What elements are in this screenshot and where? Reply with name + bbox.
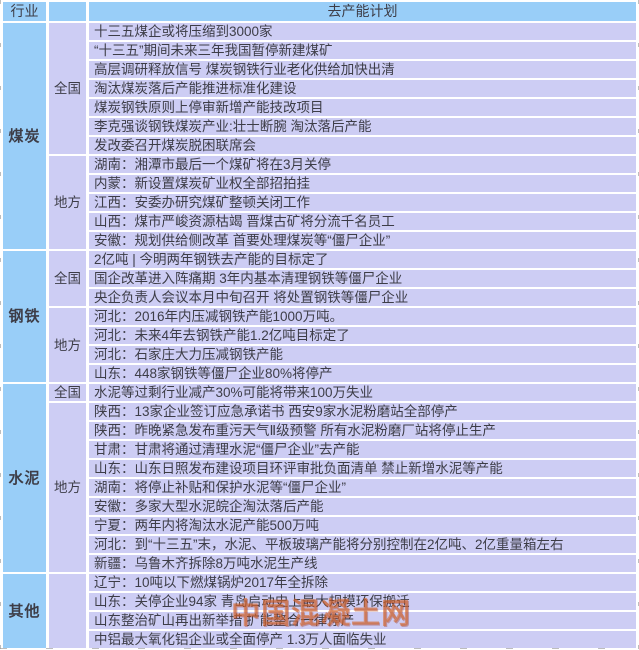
header-industry: 行业 (3, 2, 46, 21)
table-row: 湖南：将停止补贴和保护水泥等“僵尸企业” (3, 479, 636, 496)
scope-cell: 地方 (49, 308, 86, 382)
page-break-dashes-bottom (0, 648, 639, 649)
news-cell: 山东：448家钢铁等僵尸企业80%将停产 (89, 365, 636, 382)
table-row: 山西：煤市严峻资源枯竭 晋煤古矿将分流千名员工 (3, 213, 636, 230)
scope-cell: 地方 (49, 403, 86, 572)
news-cell: 安徽：多家大型水泥皖企淘汰落后产能 (89, 498, 636, 515)
news-cell: 李克强谈钢铁煤炭产业:壮士断腕 淘汰落后产能 (89, 118, 636, 135)
header-plan: 去产能计划 (89, 2, 636, 21)
header-row: 行业 去产能计划 (3, 2, 636, 21)
news-cell: 山东整治矿山再出新举措 扩能整合一律停产 (89, 612, 636, 629)
table-header: 行业 去产能计划 (3, 2, 636, 21)
news-cell: 发改委召开煤炭脱困联席会 (89, 137, 636, 154)
table-row: 国企改革进入阵痛期 3年内基本清理钢铁等僵尸企业 (3, 270, 636, 287)
table-row: 陕西：昨晚紧急发布重污天气Ⅱ级预警 所有水泥粉磨厂站将停止生产 (3, 422, 636, 439)
scope-cell: 地方 (49, 156, 86, 249)
table-row: 甘肃：甘肃将通过清理水泥“僵尸企业”去产能 (3, 441, 636, 458)
table-row: 煤炭钢铁原则上停审新增产能技改项目 (3, 99, 636, 116)
news-cell: 山东：关停企业94家 青岛启动史上最大规模环保搬迁 (89, 593, 636, 610)
industry-cell: 钢铁 (3, 251, 46, 382)
table-row: 煤炭 全国 十三五煤企或将压缩到3000家 (3, 23, 636, 249)
news-cell: 新疆：乌鲁木齐拆除8万吨水泥生产线 (89, 555, 636, 572)
table-row: 高层调研释放信号 煤炭钢铁行业老化供给加快出清 (3, 61, 636, 78)
news-cell: 央企负责人会议本月中旬召开 将处置钢铁等僵尸企业 (89, 289, 636, 306)
table-row: 河北：石家庄大力压减钢铁产能 (3, 346, 636, 363)
news-cell: 河北：2016年内压减钢铁产能1000万吨。 (89, 308, 636, 325)
news-cell: 陕西：13家企业签订应急承诺书 西安9家水泥粉磨站全部停产 (89, 403, 636, 420)
news-cell: 安徽：规划供给侧改革 首要处理煤炭等“僵尸企业” (89, 232, 636, 249)
table-row: 中铝最大氧化铝企业或全面停产 1.3万人面临失业 (3, 631, 636, 648)
news-cell: 宁夏：两年内将淘汰水泥产能500万吨 (89, 517, 636, 534)
industry-cell: 水泥 (3, 384, 46, 572)
news-cell: 国企改革进入阵痛期 3年内基本清理钢铁等僵尸企业 (89, 270, 636, 287)
news-cell: 河北：到“十三五”末，水泥、平板玻璃产能将分别控制在2亿吨、2亿重量箱左右 (89, 536, 636, 553)
scope-cell (49, 574, 86, 648)
table-row: 地方 河北：2016年内压减钢铁产能1000万吨。 (3, 308, 636, 382)
table-row: 央企负责人会议本月中旬召开 将处置钢铁等僵尸企业 (3, 289, 636, 306)
news-cell: 山西：煤市严峻资源枯竭 晋煤古矿将分流千名员工 (89, 213, 636, 230)
news-cell: 河北：未来4年去钢铁产能1.2亿吨目标定了 (89, 327, 636, 344)
table-row: 安徽：规划供给侧改革 首要处理煤炭等“僵尸企业” (3, 232, 636, 249)
news-cell: 湖南：湘潭市最后一个煤矿将在3月关停 (89, 156, 636, 173)
page-break-dashes-left (0, 0, 1, 650)
table-row: 发改委召开煤炭脱困联席会 (3, 137, 636, 154)
table-row: 山东整治矿山再出新举措 扩能整合一律停产 (3, 612, 636, 629)
industry-cell: 其他 (3, 574, 46, 648)
scope-cell: 全国 (49, 384, 86, 401)
table-row: 李克强谈钢铁煤炭产业:壮士断腕 淘汰落后产能 (3, 118, 636, 135)
news-cell: 内蒙：新设置煤炭矿业权全部招拍挂 (89, 175, 636, 192)
table-row: 山东：关停企业94家 青岛启动史上最大规模环保搬迁 (3, 593, 636, 610)
table-row: 宁夏：两年内将淘汰水泥产能500万吨 (3, 517, 636, 534)
news-cell: 山东：山东日照发布建设项目环评审批负面清单 禁止新增水泥等产能 (89, 460, 636, 477)
news-cell: 煤炭钢铁原则上停审新增产能技改项目 (89, 99, 636, 116)
table-row: 河北：到“十三五”末，水泥、平板玻璃产能将分别控制在2亿吨、2亿重量箱左右 (3, 536, 636, 553)
table-row: 河北：未来4年去钢铁产能1.2亿吨目标定了 (3, 327, 636, 344)
news-cell: “十三五”期间未来三年我国暂停新建煤矿 (89, 42, 636, 59)
news-cell: 淘汰煤炭落后产能推进标准化建设 (89, 80, 636, 97)
scope-cell: 全国 (49, 23, 86, 154)
table-row: 其他 辽宁：10吨以下燃煤锅炉2017年全拆除 (3, 574, 636, 648)
table-row: 水泥 全国 水泥等过剩行业减产30%可能将带来100万失业 (3, 384, 636, 572)
table-row: 地方 陕西：13家企业签订应急承诺书 西安9家水泥粉磨站全部停产 (3, 403, 636, 572)
scope-cell: 全国 (49, 251, 86, 306)
news-cell: 中铝最大氧化铝企业或全面停产 1.3万人面临失业 (89, 631, 636, 648)
news-cell: 河北：石家庄大力压减钢铁产能 (89, 346, 636, 363)
table-row: 江西：安委办研究煤矿整顿关闭工作 (3, 194, 636, 211)
table-body: 煤炭 全国 十三五煤企或将压缩到3000家 “十三五”期间未来三年我国暂停新建煤矿 高层… (3, 23, 636, 648)
table-row: 钢铁 全国 2亿吨 | 今明两年钢铁去产能的目标定了 (3, 251, 636, 382)
news-cell: 陕西：昨晚紧急发布重污天气Ⅱ级预警 所有水泥粉磨厂站将停止生产 (89, 422, 636, 439)
table-row: “十三五”期间未来三年我国暂停新建煤矿 (3, 42, 636, 59)
table-row: 地方 湖南：湘潭市最后一个煤矿将在3月关停 (3, 156, 636, 249)
news-cell: 2亿吨 | 今明两年钢铁去产能的目标定了 (89, 251, 636, 268)
news-cell: 辽宁：10吨以下燃煤锅炉2017年全拆除 (89, 574, 636, 591)
table-row: 淘汰煤炭落后产能推进标准化建设 (3, 80, 636, 97)
news-cell: 十三五煤企或将压缩到3000家 (89, 23, 636, 40)
news-cell: 甘肃：甘肃将通过清理水泥“僵尸企业”去产能 (89, 441, 636, 458)
table-row: 山东：448家钢铁等僵尸企业80%将停产 (3, 365, 636, 382)
table-row: 内蒙：新设置煤炭矿业权全部招拍挂 (3, 175, 636, 192)
table-row: 山东：山东日照发布建设项目环评审批负面清单 禁止新增水泥等产能 (3, 460, 636, 477)
header-scope (49, 2, 86, 21)
news-cell: 湖南：将停止补贴和保护水泥等“僵尸企业” (89, 479, 636, 496)
news-cell: 水泥等过剩行业减产30%可能将带来100万失业 (89, 384, 636, 401)
news-cell: 江西：安委办研究煤矿整顿关闭工作 (89, 194, 636, 211)
industry-cell: 煤炭 (3, 23, 46, 249)
table-row: 安徽：多家大型水泥皖企淘汰落后产能 (3, 498, 636, 515)
table-row: 新疆：乌鲁木齐拆除8万吨水泥生产线 (3, 555, 636, 572)
news-cell: 高层调研释放信号 煤炭钢铁行业老化供给加快出清 (89, 61, 636, 78)
